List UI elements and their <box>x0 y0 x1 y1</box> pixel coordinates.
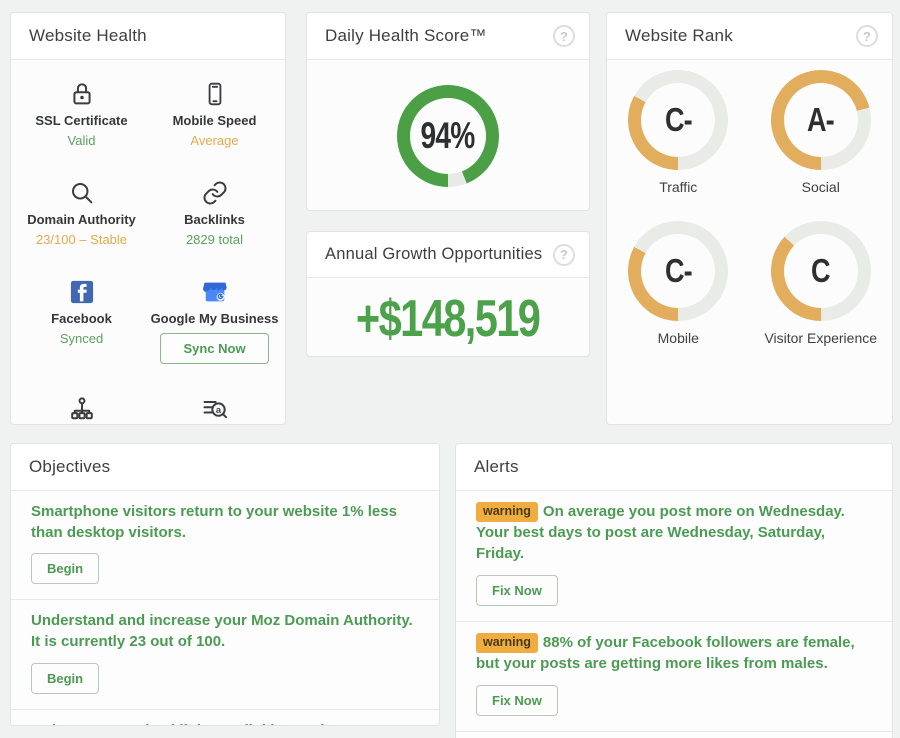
rank-gauge-label: Social <box>801 179 840 195</box>
rank-gauge-social: A- Social <box>750 70 893 195</box>
website-rank-title-text: Website Rank <box>625 26 733 45</box>
annual-growth-title: Annual Growth Opportunities ? <box>307 232 589 278</box>
objective-text: Understand and increase your Moz Domain … <box>31 612 413 651</box>
begin-button[interactable]: Begin <box>31 662 100 694</box>
rank-gauge-label: Visitor Experience <box>764 330 878 346</box>
health-item-ssl: SSL Certificate Valid <box>15 76 148 148</box>
svg-text:a: a <box>215 405 221 415</box>
health-item-domain-authority: Domain Authority 23/100 – Stable <box>15 175 148 247</box>
alert-item: warningOut of 2795 total backlinks, you … <box>456 731 892 738</box>
health-item-status: 23/100 – Stable <box>35 232 128 247</box>
website-health-card: Website Health SSL Certificate Valid <box>10 12 286 425</box>
alert-text: warning 88% of your Facebook followers ar… <box>476 632 872 675</box>
health-item-label: Facebook <box>51 311 112 326</box>
sitemap-icon <box>68 391 96 423</box>
daily-health-score-title-text: Daily Health Score™ <box>325 26 487 45</box>
rank-gauge-label: Mobile <box>657 330 699 346</box>
link-icon <box>201 175 229 207</box>
objectives-title: Objectives <box>11 444 439 491</box>
objective-item: Make sure your backlinks are linking to … <box>11 709 439 725</box>
health-item-status: Valid <box>67 133 96 148</box>
begin-button[interactable]: Begin <box>31 553 100 585</box>
website-health-grid: SSL Certificate Valid Mobile Speed Avera… <box>11 60 285 424</box>
rank-gauge-label: Traffic <box>659 179 698 195</box>
health-score-value: 94% <box>420 115 476 156</box>
fix-now-button[interactable]: Fix Now <box>476 574 558 606</box>
health-item-label: SSL Certificate <box>35 113 128 128</box>
health-item-label: Google My Business <box>150 311 279 326</box>
website-rank-title: Website Rank ? <box>607 13 892 60</box>
sync-now-button[interactable]: Sync Now <box>160 333 269 364</box>
alerts-title: Alerts <box>456 444 892 491</box>
health-item-status: Synced <box>59 331 104 346</box>
alert-message: On average you post more on Wednesday. Y… <box>476 503 845 562</box>
health-item-status: 2829 total <box>185 232 244 247</box>
rank-grade: A- <box>807 101 835 138</box>
health-item-keywords: a Keywords 2143 total <box>148 391 281 424</box>
magnifier-icon <box>68 175 96 207</box>
rank-gauge-visitor-experience: C Visitor Experience <box>750 221 893 346</box>
health-item-status: Average <box>190 133 239 148</box>
alert-message: 88% of your Facebook followers are femal… <box>476 633 855 672</box>
help-icon[interactable]: ? <box>856 25 878 47</box>
health-item-label: Mobile Speed <box>172 113 257 128</box>
health-item-google-my-business: Google My Business Sync Now <box>148 274 281 364</box>
alert-text: warning On average you post more on Wedne… <box>476 502 872 565</box>
annual-growth-wrap: +$148,519 <box>307 278 589 356</box>
daily-health-score-title: Daily Health Score™ ? <box>307 13 589 60</box>
storefront-icon <box>200 274 230 306</box>
health-item-facebook: Facebook Synced <box>15 274 148 364</box>
annual-growth-title-text: Annual Growth Opportunities <box>325 245 543 263</box>
gauge-ring: A- <box>770 70 871 170</box>
objective-text: Make sure your backlinks are linking to … <box>31 721 419 725</box>
health-score-donut: 94% <box>397 85 499 187</box>
objectives-card: Objectives Smartphone visitors return to… <box>10 443 440 726</box>
keywords-icon: a <box>201 391 229 423</box>
gauge-ring: C- <box>628 70 729 170</box>
gauge-ring: C <box>770 221 871 321</box>
rank-grade: C- <box>664 252 693 289</box>
warning-badge: warning <box>476 502 538 523</box>
annual-growth-card: Annual Growth Opportunities ? +$148,519 <box>306 231 590 357</box>
facebook-icon <box>68 274 96 306</box>
rank-gauge-mobile: C- Mobile <box>607 221 750 346</box>
health-item-sitemap: Sitemap Detected <box>15 391 148 424</box>
website-rank-card: Website Rank ? C- Traffic A- Social C- <box>606 12 893 425</box>
daily-health-score-card: Daily Health Score™ ? 94% <box>306 12 590 211</box>
alerts-card: Alerts warning On average you post more o… <box>455 443 893 738</box>
gauge-ring: C- <box>628 221 729 321</box>
health-score-donut-wrap: 94% <box>307 60 589 210</box>
warning-badge: warning <box>476 632 538 653</box>
objective-text: Smartphone visitors return to your websi… <box>31 503 397 541</box>
annual-growth-value: +$148,519 <box>356 290 541 348</box>
website-health-title: Website Health <box>11 13 285 60</box>
rank-grade: C <box>811 252 831 289</box>
help-icon[interactable]: ? <box>553 25 575 47</box>
help-icon[interactable]: ? <box>553 243 575 266</box>
website-rank-grid: C- Traffic A- Social C- Mobile C <box>607 60 892 346</box>
health-item-label: Backlinks <box>184 212 245 227</box>
objective-item: Smartphone visitors return to your websi… <box>11 491 439 601</box>
health-item-backlinks: Backlinks 2829 total <box>148 175 281 247</box>
rank-gauge-traffic: C- Traffic <box>607 70 750 195</box>
alert-item: warning 88% of your Facebook followers ar… <box>456 621 892 732</box>
health-item-label: Domain Authority <box>27 212 136 227</box>
rank-grade: C- <box>664 101 693 138</box>
fix-now-button[interactable]: Fix Now <box>476 684 558 716</box>
health-item-mobile-speed: Mobile Speed Average <box>148 76 281 148</box>
objective-item: Understand and increase your Moz Domain … <box>11 600 439 710</box>
alert-item: warning On average you post more on Wedne… <box>456 491 892 622</box>
phone-icon <box>202 76 228 108</box>
lock-icon <box>68 76 96 108</box>
